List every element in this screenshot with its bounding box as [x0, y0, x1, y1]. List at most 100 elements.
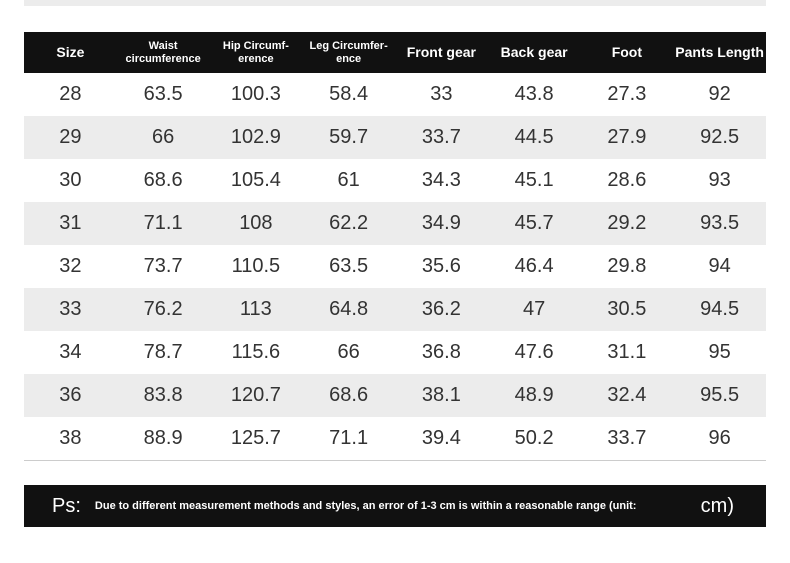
header-cell: Front gear	[395, 32, 488, 73]
header-text: Pants Length	[675, 44, 764, 60]
table-cell: 31.1	[607, 341, 647, 363]
table-cell: 68.6	[143, 169, 183, 191]
table-row: 36 83.8 120.7 68.6 38.1 48.9 32.4 95.5	[24, 374, 766, 417]
table-row: 38 88.9 125.7 71.1 39.4 50.2 33.7 96	[24, 417, 766, 460]
table-cell: 39.4	[421, 427, 461, 449]
table-cell: 33	[59, 298, 82, 320]
table-cell: 38	[59, 427, 82, 449]
table-cell: 29.2	[607, 212, 647, 234]
table-cell: 95.5	[700, 384, 740, 406]
table-cell: 110.5	[231, 255, 281, 277]
table-cell: 94	[708, 255, 731, 277]
table-cell: 33.7	[421, 126, 461, 148]
table-cell: 34	[59, 341, 82, 363]
table-cell: 88.9	[143, 427, 183, 449]
table-body: 28 63.5 100.3 58.4 33 43.8 27.3 92 29 66 102.9 59.7…	[24, 73, 766, 460]
table-cell: 94.5	[700, 298, 740, 320]
table-cell: 58.4	[329, 83, 369, 105]
header-cell: Waist circumference	[117, 32, 210, 73]
table-cell: 45.1	[514, 169, 554, 191]
table-cell: 38.1	[421, 384, 461, 406]
table-cell: 71.1	[329, 427, 369, 449]
header-text: ence	[336, 52, 362, 65]
table-cell: 27.3	[607, 83, 647, 105]
note-unit: cm)	[700, 494, 734, 517]
table-row: 29 66 102.9 59.7 33.7 44.5 27.9 92.5	[24, 116, 766, 159]
table-cell: 61	[337, 169, 360, 191]
table-cell: 45.7	[514, 212, 554, 234]
table-row: 31 71.1 108 62.2 34.9 45.7 29.2 93.5	[24, 202, 766, 245]
table-cell: 32	[59, 255, 82, 277]
table-cell: 29.8	[607, 255, 647, 277]
table-cell: 71.1	[143, 212, 183, 234]
table-cell: 125.7	[230, 427, 281, 449]
table-cell: 93	[708, 169, 731, 191]
table-cell: 29	[59, 126, 82, 148]
table-cell: 83.8	[143, 384, 183, 406]
table-cell: 44.5	[514, 126, 554, 148]
table-cell: 47.6	[514, 341, 554, 363]
table-cell: 120.7	[230, 384, 281, 406]
header-text: erence	[238, 52, 274, 65]
table-cell: 59.7	[329, 126, 369, 148]
table-end-line	[24, 460, 766, 461]
table-cell: 32.4	[607, 384, 647, 406]
table-cell: 28.6	[607, 169, 647, 191]
table-header: Size Waist circumference Hip Circumf-erence…	[24, 32, 766, 73]
table-cell: 33	[430, 83, 453, 105]
table-cell: 95	[708, 341, 731, 363]
header-cell: Size	[24, 32, 117, 73]
header-cell: Leg Circumfer-ence	[302, 32, 395, 73]
table-cell: 35.6	[421, 255, 461, 277]
table-cell: 27.9	[607, 126, 647, 148]
table-cell: 93.5	[700, 212, 740, 234]
table-cell: 31	[59, 212, 82, 234]
header-cell: Back gear	[488, 32, 581, 73]
header-text: Leg Circumfer-	[309, 39, 388, 52]
header-text: Front gear	[406, 44, 476, 60]
table-cell: 28	[59, 83, 82, 105]
header-text: Hip Circumf-	[222, 39, 289, 52]
table-cell: 30	[59, 169, 82, 191]
table-cell: 62.2	[329, 212, 369, 234]
table-cell: 66	[337, 341, 360, 363]
header-text: circumference	[125, 52, 201, 65]
table-cell: 96	[708, 427, 731, 449]
table-cell: 100.3	[230, 83, 281, 105]
table-row: 28 63.5 100.3 58.4 33 43.8 27.3 92	[24, 73, 766, 116]
header-cell: Pants Length	[673, 32, 766, 73]
table-cell: 36.2	[421, 298, 461, 320]
header-text: Size	[56, 44, 85, 60]
table-cell: 108	[239, 212, 273, 234]
table-cell: 34.3	[421, 169, 461, 191]
table-cell: 34.9	[421, 212, 461, 234]
table-cell: 63.5	[329, 255, 369, 277]
table-cell: 92	[708, 83, 731, 105]
table-cell: 105.4	[230, 169, 281, 191]
table-cell: 113	[239, 298, 272, 320]
table-cell: 78.7	[143, 341, 183, 363]
note-text: Due to different measurement methods and…	[94, 500, 637, 512]
table-cell: 36.8	[421, 341, 461, 363]
table-cell: 63.5	[143, 83, 183, 105]
note-bar: Ps: Due to different measurement methods…	[24, 485, 766, 527]
table-cell: 33.7	[607, 427, 647, 449]
top-strip	[24, 0, 766, 6]
header-text: Foot	[611, 44, 643, 60]
table-row: 33 76.2 113 64.8 36.2 47 30.5 94.5	[24, 288, 766, 331]
table-cell: 73.7	[143, 255, 183, 277]
table-cell: 50.2	[514, 427, 554, 449]
table-cell: 36	[59, 384, 82, 406]
table-cell: 48.9	[514, 384, 554, 406]
table-row: 30 68.6 105.4 61 34.3 45.1 28.6 93	[24, 159, 766, 202]
table-cell: 64.8	[329, 298, 369, 320]
header-text: Back gear	[500, 44, 568, 60]
table-cell: 43.8	[514, 83, 554, 105]
table-cell: 92.5	[700, 126, 740, 148]
table-cell: 66	[152, 126, 175, 148]
table-cell: 30.5	[607, 298, 647, 320]
header-cell: Foot	[581, 32, 674, 73]
table-cell: 47	[523, 298, 546, 320]
header-text: Waist	[148, 39, 178, 52]
